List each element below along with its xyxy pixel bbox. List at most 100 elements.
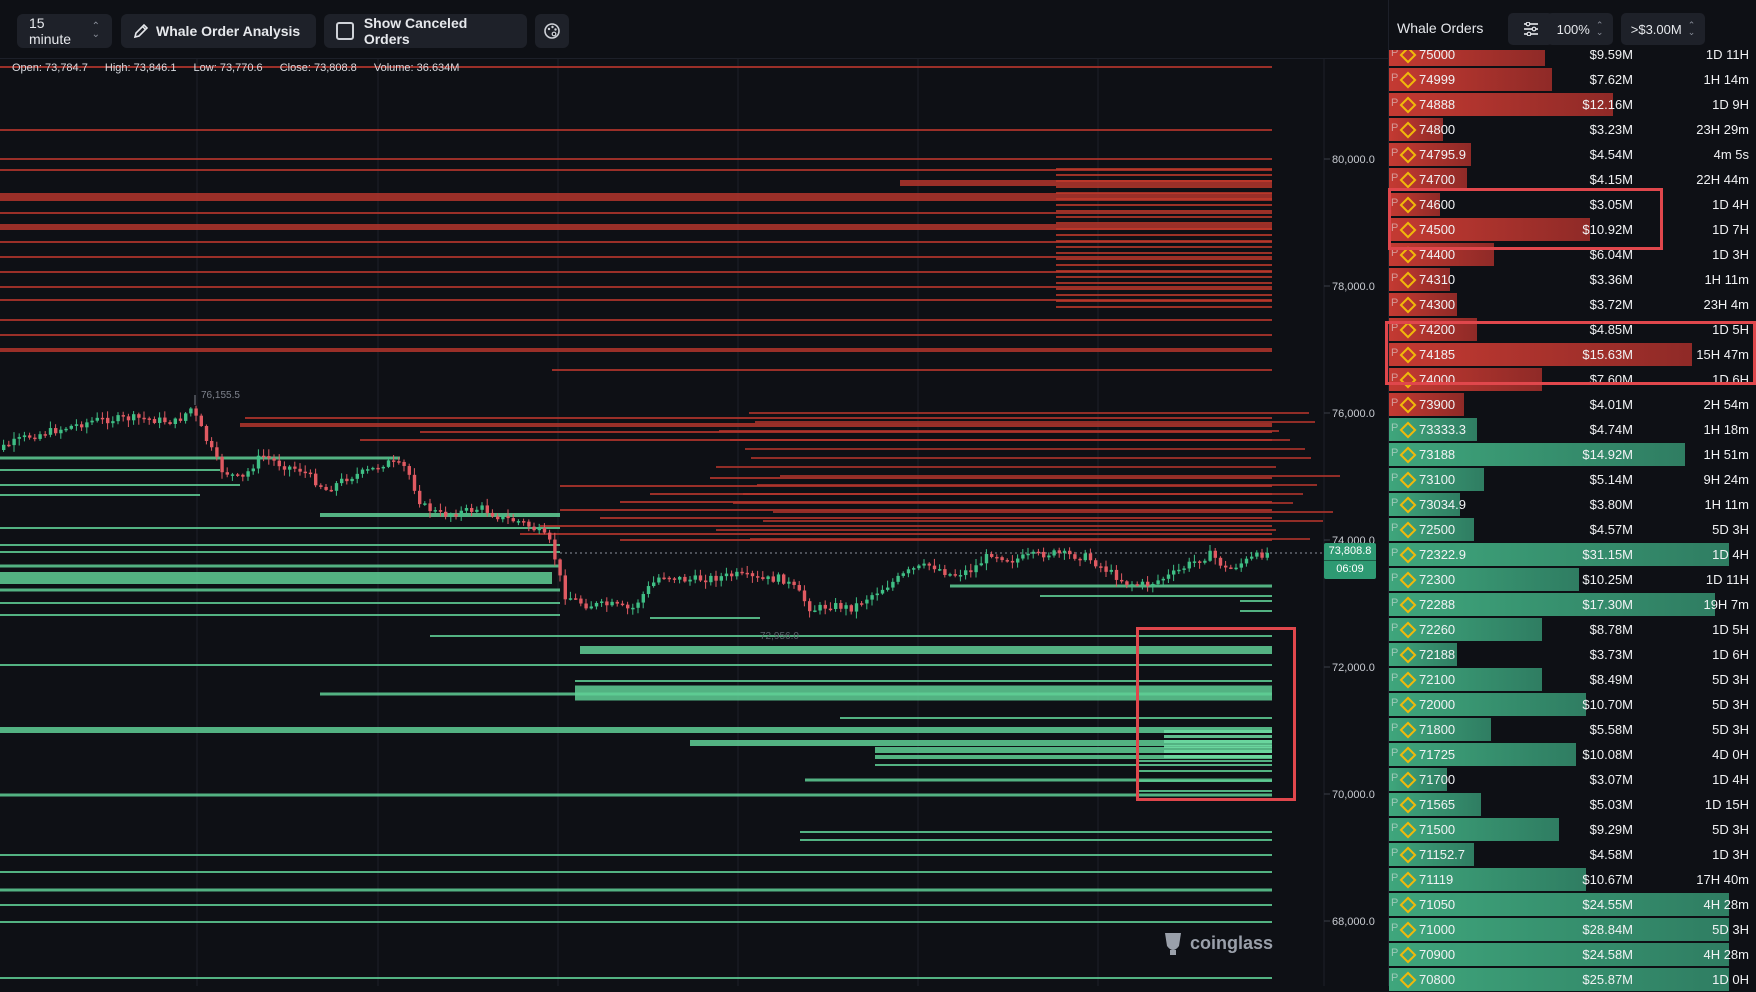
order-price: 72288 (1419, 597, 1456, 612)
buy-wall-line (0, 614, 560, 616)
sell-wall-line (733, 502, 1293, 504)
order-price: 73034.9 (1419, 497, 1466, 512)
candle-body (870, 595, 874, 600)
order-tag: P (1391, 472, 1399, 484)
sell-wall-line (1056, 258, 1272, 260)
order-tag: P (1391, 872, 1399, 884)
sell-wall-line (743, 493, 1303, 495)
candle-body (548, 532, 552, 540)
order-price: 72188 (1419, 647, 1456, 662)
whale-order-row[interactable]: P 71050 $24.55M 4H 28m (1389, 892, 1756, 917)
candle-body (704, 580, 708, 583)
order-amount: $3.73M (1589, 647, 1633, 662)
whale-order-row[interactable]: P 73100 $5.14M 9H 24m (1389, 467, 1756, 492)
candle-body (314, 473, 318, 486)
candle-body (964, 570, 968, 576)
show-canceled-checkbox[interactable] (336, 22, 354, 40)
candle-body (54, 428, 58, 434)
candle-body (766, 576, 770, 580)
candle-body (1166, 574, 1171, 579)
whale-order-row[interactable]: P 74800 $3.23M 23H 29m (1389, 117, 1756, 142)
order-tag: P (1391, 897, 1399, 909)
whale-order-row[interactable]: P 72000 $10.70M 5D 3H (1389, 692, 1756, 717)
order-tag: P (1391, 697, 1399, 709)
highlight-box-74600-74500 (1388, 188, 1663, 250)
candle-body (678, 576, 682, 580)
buy-wall-line (875, 747, 1272, 753)
whale-order-row[interactable]: P 70900 $24.58M 4H 28m (1389, 942, 1756, 967)
whale-order-row[interactable]: P 73900 $4.01M 2H 54m (1389, 392, 1756, 417)
buy-wall-line (1240, 600, 1272, 602)
buy-wall-line (805, 778, 1272, 782)
whale-order-row[interactable]: P 74500 $10.92M 1D 7H (1389, 217, 1756, 242)
order-tag: P (1391, 822, 1399, 834)
filter-button[interactable] (1508, 13, 1553, 45)
zoom-select[interactable]: 100% ⌃ ⌄ (1547, 13, 1613, 45)
order-amount: $3.05M (1589, 197, 1633, 212)
candle-body (17, 437, 21, 439)
sell-wall-line (900, 180, 1272, 186)
buy-wall-line (1136, 770, 1272, 772)
candle-body (1036, 551, 1041, 554)
whale-order-row[interactable]: P 72100 $8.49M 5D 3H (1389, 667, 1756, 692)
candle-body (662, 577, 666, 580)
whale-order-row[interactable]: P 74185 $15.63M 15H 47m (1389, 342, 1756, 367)
sell-wall-line (520, 533, 1272, 535)
whale-orders-list[interactable]: P 75000 $9.59M 1D 11H P 74999 $7.62M 1H 14m P 748… (1389, 42, 1756, 992)
candle-body (735, 571, 739, 577)
whale-order-row[interactable]: P 73034.9 $3.80M 1H 11m (1389, 492, 1756, 517)
candle-body (969, 570, 973, 573)
whale-order-row[interactable]: P 74300 $3.72M 23H 4m (1389, 292, 1756, 317)
whale-order-row[interactable]: P 74600 $3.05M 1D 4H (1389, 192, 1756, 217)
buy-wall-line (0, 664, 1272, 666)
candle-body (672, 578, 677, 580)
whale-order-row[interactable]: P 71565 $5.03M 1D 15H (1389, 792, 1756, 817)
whale-order-row[interactable]: P 72500 $4.57M 5D 3H (1389, 517, 1756, 542)
candle-body (1094, 560, 1098, 567)
whale-order-row[interactable]: P 72260 $8.78M 1D 5H (1389, 617, 1756, 642)
order-tag: P (1391, 147, 1399, 159)
whale-order-row[interactable]: P 72300 $10.25M 1D 11H (1389, 567, 1756, 592)
whale-order-row[interactable]: P 71800 $5.58M 5D 3H (1389, 717, 1756, 742)
whale-order-row[interactable]: P 74700 $4.15M 22H 44m (1389, 167, 1756, 192)
whale-order-row[interactable]: P 71500 $9.29M 5D 3H (1389, 817, 1756, 842)
candle-body (376, 467, 380, 470)
zoom-value: 100% (1556, 21, 1590, 37)
whale-order-row[interactable]: P 72322.9 $31.15M 1D 4H (1389, 542, 1756, 567)
sell-wall-line (780, 475, 1340, 477)
whale-order-row[interactable]: P 74888 $12.16M 1D 9H (1389, 92, 1756, 117)
candle-body (428, 503, 432, 512)
candle-body (823, 604, 827, 609)
candle-body (990, 554, 994, 557)
whale-order-row[interactable]: P 74795.9 $4.54M 4m 5s (1389, 142, 1756, 167)
interval-select[interactable]: 15 minute ⌃ ⌄ (17, 14, 112, 48)
whale-order-row[interactable]: P 72188 $3.73M 1D 6H (1389, 642, 1756, 667)
whale-order-row[interactable]: P 71700 $3.07M 1D 4H (1389, 767, 1756, 792)
whale-order-row[interactable]: P 72288 $17.30M 19H 7m (1389, 592, 1756, 617)
palette-button[interactable] (535, 14, 569, 48)
whale-order-row[interactable]: P 71000 $28.84M 5D 3H (1389, 917, 1756, 942)
buy-wall-line (1136, 760, 1272, 762)
show-canceled-toggle[interactable]: Show Canceled Orders (324, 14, 527, 48)
whale-order-row[interactable]: P 74999 $7.62M 1H 14m (1389, 67, 1756, 92)
candle-body (12, 438, 16, 446)
candle-body (901, 573, 905, 576)
order-tag: P (1391, 47, 1399, 59)
whale-order-row[interactable]: P 70800 $25.87M 1D 0H (1389, 967, 1756, 992)
buy-wall-line (0, 888, 1272, 892)
candle-body (1052, 550, 1056, 556)
whale-order-row[interactable]: P 73333.3 $4.74M 1H 18m (1389, 417, 1756, 442)
threshold-select[interactable]: >$3.00M ⌃ ⌄ (1621, 13, 1705, 45)
candle-body (418, 490, 422, 505)
current-price: 73,808.8 (1328, 545, 1372, 557)
whale-order-row[interactable]: P 71119 $10.67M 17H 40m (1389, 867, 1756, 892)
order-amount: $4.54M (1589, 147, 1633, 162)
price-chart[interactable]: 80,000.078,000.076,000.074,000.072,000.0… (0, 0, 1388, 986)
whale-order-row[interactable]: P 71725 $10.08M 4D 0H (1389, 742, 1756, 767)
whale-order-row[interactable]: P 73188 $14.92M 1H 51m (1389, 442, 1756, 467)
candle-body (542, 527, 547, 533)
whale-analysis-button[interactable]: Whale Order Analysis (121, 14, 316, 48)
candle-body (69, 425, 73, 429)
whale-order-row[interactable]: P 74310 $3.36M 1H 11m (1389, 267, 1756, 292)
whale-order-row[interactable]: P 71152.7 $4.58M 1D 3H (1389, 842, 1756, 867)
